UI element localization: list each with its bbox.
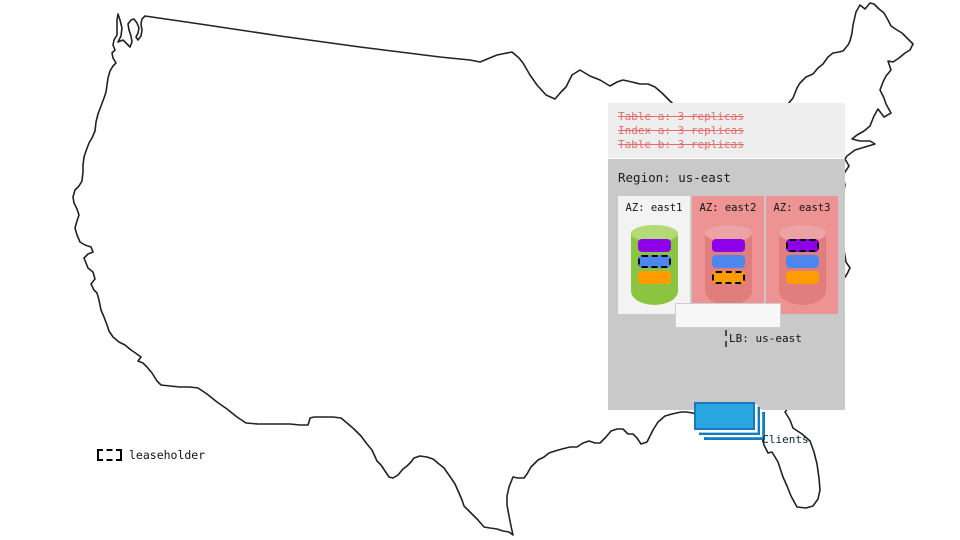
lb-label: LB: us-east [728,332,802,345]
replica-blue [785,255,819,268]
clients-box: Clients [694,402,809,446]
us-outline-path [72,2,914,536]
crossed-out-note: Table b: 3 replicas [618,138,744,151]
az-label: AZ: east2 [699,202,757,214]
az-box: AZ: east3 [766,196,838,314]
load-balancer-box: LB: us-east [675,303,802,345]
replica-purple [711,239,745,252]
database-cylinder-icon [704,225,752,305]
replica-orange [637,271,671,284]
replica-purple-leaseholder [785,239,819,252]
leaseholder-legend: leaseholder [97,448,205,462]
clients-stack: Clients [694,402,809,446]
replica-bars [705,225,752,284]
az-label: AZ: east3 [773,202,831,214]
replica-purple [637,239,671,252]
lb-clients-connector [725,330,727,347]
replica-orange-leaseholder [711,271,745,284]
az-label: AZ: east1 [625,202,683,214]
database-cylinder-icon [778,225,826,305]
az-box: AZ: east1 [618,196,690,314]
az-row: AZ: east1 AZ: east2 AZ: east3 [618,196,838,314]
leaseholder-swatch-icon [97,449,122,461]
region-overlay: Table a: 3 replicas Index a: 3 replicas Ta… [608,103,845,446]
clients-label: Clients [762,433,809,446]
database-cylinder-icon [630,225,678,305]
region-title: Region: us-east [618,170,731,185]
replica-bars [631,225,678,284]
region-panel: Region: us-east AZ: east1 AZ: east2 AZ: ea… [608,159,845,446]
leaseholder-legend-label: leaseholder [129,448,206,462]
az-box: AZ: east2 [692,196,764,314]
replica-orange [785,271,819,284]
replica-blue-leaseholder [637,255,671,268]
replica-notes-strip: Table a: 3 replicas Index a: 3 replicas Ta… [608,103,845,158]
crossed-out-note: Table a: 3 replicas [618,110,744,123]
crossed-out-note: Index a: 3 replicas [618,124,744,137]
replica-bars [779,225,826,284]
replica-blue [711,255,745,268]
